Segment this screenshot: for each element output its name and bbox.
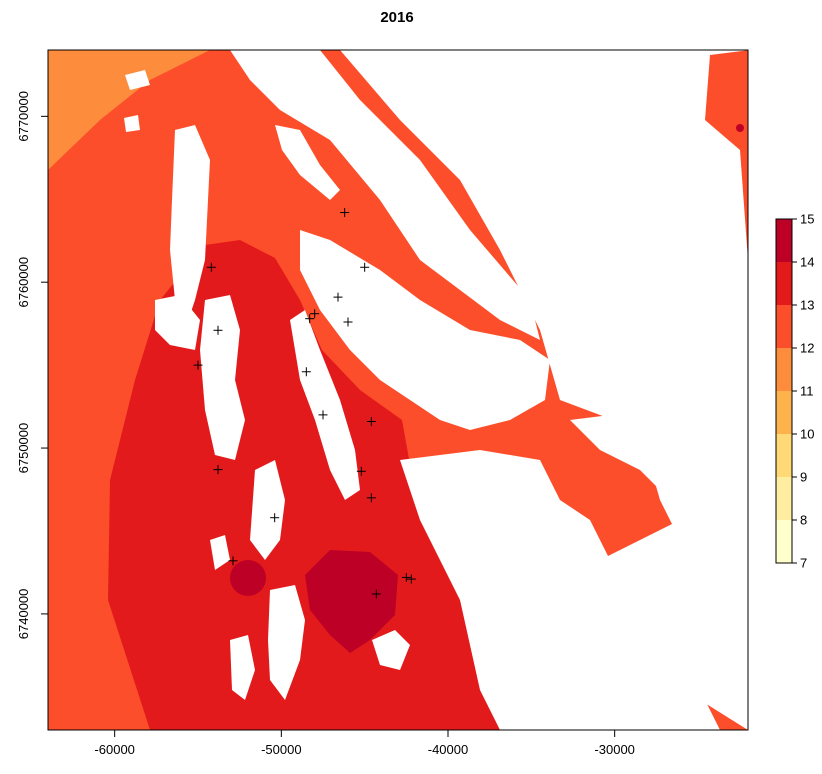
station-marker	[206, 262, 216, 272]
colorbar-band	[776, 305, 792, 348]
colorbar-band	[776, 391, 792, 434]
station-marker	[333, 292, 343, 302]
island-north-small-2	[124, 115, 140, 132]
island-south-west-small	[210, 535, 230, 570]
colorbar-tick-label: 8	[800, 513, 807, 528]
station-marker	[270, 513, 280, 523]
station-marker	[343, 317, 353, 327]
station-marker	[360, 262, 370, 272]
island-south-small	[230, 635, 255, 700]
island-west-long	[170, 125, 210, 330]
colorbar-tick-label: 11	[800, 384, 814, 399]
map-area	[48, 50, 748, 730]
colorbar-tick-label: 13	[800, 298, 814, 313]
land-masks	[124, 50, 748, 730]
station-marker	[366, 417, 376, 427]
station-marker	[301, 367, 311, 377]
colorbar-tick-label: 12	[800, 341, 814, 356]
x-tick-label: -60000	[94, 742, 134, 757]
station-marker	[310, 309, 320, 319]
y-tick-label: 6760000	[16, 257, 31, 308]
colorbar-band	[776, 477, 792, 520]
colorbar-band	[776, 434, 792, 477]
land-north-center	[230, 50, 540, 340]
station-marker	[318, 410, 328, 420]
station-marker	[193, 360, 203, 370]
zone-15-south	[305, 550, 398, 653]
chart-title: 2016	[380, 9, 413, 26]
station-marker	[213, 325, 223, 335]
zone-15-corner	[736, 124, 744, 132]
zone-11-northwest	[48, 50, 210, 170]
colorbar-band	[776, 348, 792, 391]
x-tick-label: -30000	[594, 742, 634, 757]
land-east-mainland	[340, 50, 748, 730]
station-marker	[366, 493, 376, 503]
island-west-mid	[155, 295, 200, 350]
island-south-inner	[268, 585, 305, 700]
colorbar-tick-label: 10	[800, 427, 814, 442]
island-channel-east	[420, 55, 475, 140]
colorbar-tick-label: 14	[800, 255, 814, 270]
island-coast-south	[372, 630, 410, 670]
y-tick-label: 6740000	[16, 589, 31, 640]
island-south-chain	[250, 460, 285, 560]
station-marker	[406, 574, 416, 584]
station-marker	[340, 208, 350, 218]
station-markers	[193, 208, 416, 599]
x-axis: -60000 -50000 -40000 -30000	[48, 729, 748, 757]
colorbar-tick-label: 9	[800, 470, 807, 485]
colorbar-tick-label: 15	[800, 212, 814, 227]
station-marker	[401, 572, 411, 582]
island-inner-long	[290, 310, 360, 500]
colorbar-band	[776, 219, 792, 262]
zone-15-west	[230, 560, 266, 596]
station-marker	[228, 556, 238, 566]
colorbar-tick-label: 7	[800, 556, 807, 571]
land-between-channels	[570, 410, 700, 510]
x-tick-label: -40000	[428, 742, 468, 757]
land-center-island	[300, 230, 550, 430]
colorbar-legend: 7 8 9 10 11 12 13 14 15	[775, 212, 814, 571]
x-tick-label: -50000	[261, 742, 301, 757]
y-tick-label: 6750000	[16, 423, 31, 474]
island-channel-north	[275, 125, 340, 200]
island-center-chain	[200, 295, 245, 460]
station-marker	[356, 466, 366, 476]
y-tick-label: 6770000	[16, 91, 31, 142]
station-marker	[305, 314, 315, 324]
station-marker	[213, 465, 223, 475]
island-north-small	[125, 70, 150, 90]
station-marker	[371, 589, 381, 599]
land-southeast	[400, 450, 720, 730]
colorbar-band	[776, 520, 792, 563]
y-axis: 6740000 6750000 6760000 6770000	[16, 91, 48, 639]
land-far-east-south	[600, 520, 748, 730]
colorbar-band	[776, 262, 792, 305]
